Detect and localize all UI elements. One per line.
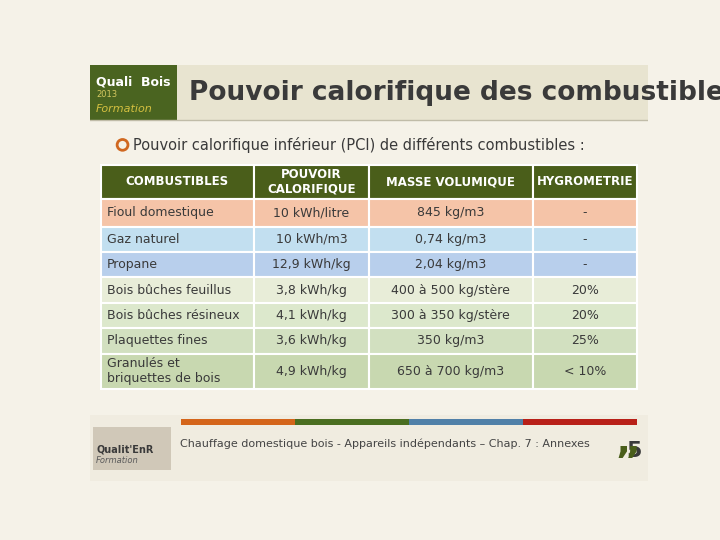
Text: 4,1 kWh/kg: 4,1 kWh/kg bbox=[276, 309, 347, 322]
Text: 400 à 500 kg/stère: 400 à 500 kg/stère bbox=[392, 284, 510, 296]
Bar bbox=[533, 226, 637, 252]
Text: 10 kWh/m3: 10 kWh/m3 bbox=[276, 233, 347, 246]
Text: Plaquettes fines: Plaquettes fines bbox=[107, 334, 207, 347]
Bar bbox=[101, 303, 253, 328]
Text: 20%: 20% bbox=[571, 309, 599, 322]
Bar bbox=[533, 303, 637, 328]
Bar bbox=[101, 226, 253, 252]
Bar bbox=[101, 252, 253, 278]
Bar bbox=[369, 165, 533, 199]
Text: HYGROMETRIE: HYGROMETRIE bbox=[536, 176, 633, 188]
Bar bbox=[253, 328, 369, 354]
Text: Pouvoir calorifique des combustibles: Pouvoir calorifique des combustibles bbox=[189, 79, 720, 105]
Text: Qualit'EnR: Qualit'EnR bbox=[96, 444, 153, 454]
Bar bbox=[101, 354, 253, 389]
Text: MASSE VOLUMIQUE: MASSE VOLUMIQUE bbox=[387, 176, 516, 188]
Text: Formation: Formation bbox=[96, 104, 153, 114]
Bar bbox=[101, 199, 253, 226]
Text: POUVOIR
CALORIFIQUE: POUVOIR CALORIFIQUE bbox=[267, 168, 356, 196]
Text: -: - bbox=[582, 206, 587, 219]
Text: ”: ” bbox=[615, 444, 640, 483]
Bar bbox=[93, 428, 171, 470]
Text: Bois bûches résineux: Bois bûches résineux bbox=[107, 309, 240, 322]
Bar bbox=[253, 199, 369, 226]
Bar bbox=[253, 278, 369, 303]
Bar bbox=[369, 252, 533, 278]
Text: 845 kg/m3: 845 kg/m3 bbox=[417, 206, 485, 219]
Text: Propane: Propane bbox=[107, 258, 158, 271]
Text: 300 à 350 kg/stère: 300 à 350 kg/stère bbox=[392, 309, 510, 322]
Bar bbox=[253, 226, 369, 252]
Bar bbox=[409, 419, 523, 425]
Bar bbox=[369, 328, 533, 354]
Bar bbox=[533, 278, 637, 303]
Bar bbox=[253, 303, 369, 328]
Text: 2,04 kg/m3: 2,04 kg/m3 bbox=[415, 258, 487, 271]
Bar bbox=[295, 419, 409, 425]
Text: Fioul domestique: Fioul domestique bbox=[107, 206, 214, 219]
Bar bbox=[369, 303, 533, 328]
Text: 25%: 25% bbox=[571, 334, 599, 347]
Text: COMBUSTIBLES: COMBUSTIBLES bbox=[126, 176, 229, 188]
Bar bbox=[533, 354, 637, 389]
Text: 0,74 kg/m3: 0,74 kg/m3 bbox=[415, 233, 487, 246]
Bar bbox=[90, 65, 177, 120]
Bar bbox=[101, 278, 253, 303]
Bar bbox=[101, 165, 253, 199]
Text: 2013: 2013 bbox=[96, 90, 117, 99]
Text: 20%: 20% bbox=[571, 284, 599, 296]
Bar bbox=[90, 65, 648, 120]
Text: Gaz naturel: Gaz naturel bbox=[107, 233, 179, 246]
Text: Formation: Formation bbox=[96, 456, 139, 465]
Bar bbox=[533, 165, 637, 199]
Text: Bois bûches feuillus: Bois bûches feuillus bbox=[107, 284, 231, 296]
Bar bbox=[101, 328, 253, 354]
Text: Pouvoir calorifique inférieur (PCI) de différents combustibles :: Pouvoir calorifique inférieur (PCI) de d… bbox=[132, 137, 585, 153]
Text: Quali  Bois: Quali Bois bbox=[96, 75, 171, 88]
Bar bbox=[90, 415, 648, 481]
Text: 350 kg/m3: 350 kg/m3 bbox=[417, 334, 485, 347]
Text: -: - bbox=[582, 233, 587, 246]
Bar bbox=[253, 165, 369, 199]
Bar bbox=[533, 328, 637, 354]
Text: 3,6 kWh/kg: 3,6 kWh/kg bbox=[276, 334, 347, 347]
Text: 10 kWh/litre: 10 kWh/litre bbox=[274, 206, 349, 219]
Text: 650 à 700 kg/m3: 650 à 700 kg/m3 bbox=[397, 364, 504, 378]
Text: 5: 5 bbox=[626, 441, 642, 461]
Bar bbox=[181, 419, 295, 425]
Text: < 10%: < 10% bbox=[564, 364, 606, 378]
Text: 3,8 kWh/kg: 3,8 kWh/kg bbox=[276, 284, 347, 296]
Bar bbox=[369, 354, 533, 389]
Text: Granulés et
briquettes de bois: Granulés et briquettes de bois bbox=[107, 357, 220, 385]
Bar bbox=[533, 199, 637, 226]
Bar bbox=[369, 226, 533, 252]
Text: 12,9 kWh/kg: 12,9 kWh/kg bbox=[272, 258, 351, 271]
Bar bbox=[253, 252, 369, 278]
Text: Chauffage domestique bois - Appareils indépendants – Chap. 7 : Annexes: Chauffage domestique bois - Appareils in… bbox=[179, 438, 590, 449]
Text: -: - bbox=[582, 258, 587, 271]
Bar bbox=[523, 419, 637, 425]
Text: 4,9 kWh/kg: 4,9 kWh/kg bbox=[276, 364, 347, 378]
Bar bbox=[369, 199, 533, 226]
Bar bbox=[369, 278, 533, 303]
Bar bbox=[253, 354, 369, 389]
Bar bbox=[533, 252, 637, 278]
